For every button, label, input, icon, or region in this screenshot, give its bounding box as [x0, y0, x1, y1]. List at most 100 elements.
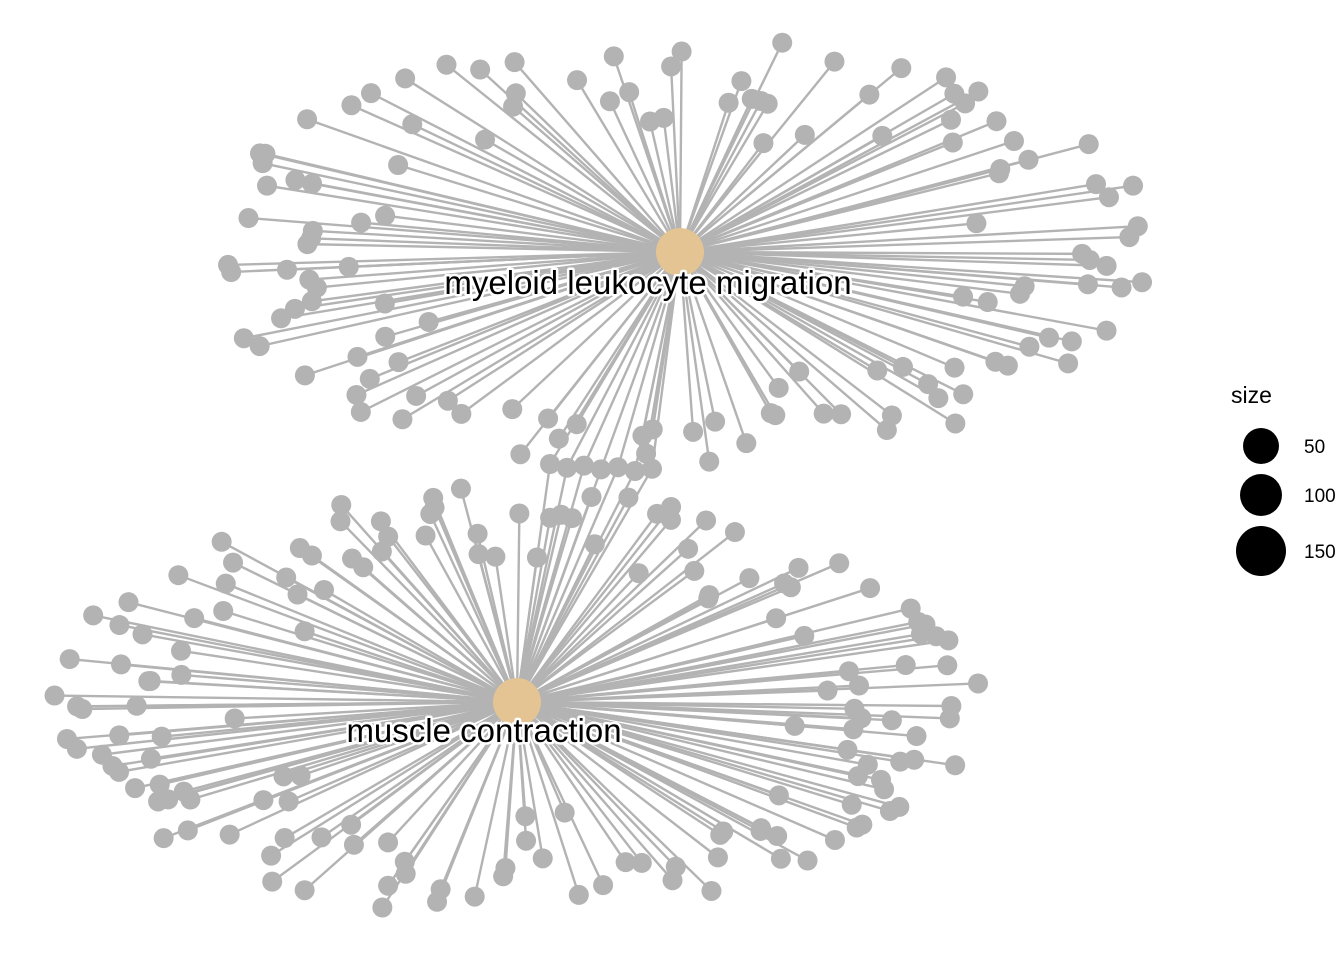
gene-node — [1111, 277, 1132, 298]
gene-node — [350, 401, 371, 422]
gene-edge — [679, 250, 1083, 256]
gene-node — [953, 384, 974, 405]
gene-node — [707, 847, 728, 868]
gene-node — [841, 794, 862, 815]
gene-node — [238, 208, 259, 229]
gene-node — [184, 608, 205, 629]
gene-node — [837, 739, 858, 760]
gene-edge — [679, 250, 1122, 289]
gene-edge — [516, 607, 911, 704]
gene-edge — [679, 141, 954, 254]
gene-node — [770, 848, 791, 869]
gene-node — [1061, 331, 1082, 352]
gene-edge — [679, 251, 825, 415]
gene-edge — [679, 139, 1015, 254]
hub-label-muscle-contraction: muscle contraction — [346, 712, 621, 749]
gene-node — [567, 70, 588, 91]
gene-node — [584, 534, 605, 555]
gene-node — [1019, 336, 1040, 357]
gene-edge — [516, 586, 871, 704]
gene-edge — [679, 92, 955, 254]
gene-node — [678, 538, 699, 559]
gene-node — [890, 751, 911, 772]
gene-edge — [384, 214, 681, 254]
category-node-layer — [493, 228, 704, 726]
gene-node — [372, 897, 393, 918]
gene-edge — [678, 251, 772, 414]
gene-node — [151, 726, 172, 747]
gene-node — [299, 269, 320, 290]
gene-edge — [515, 701, 544, 859]
gene-node — [870, 769, 891, 790]
gene-node — [515, 806, 536, 827]
gene-node — [753, 133, 774, 154]
gene-edge — [460, 251, 681, 415]
gene-node — [881, 405, 902, 426]
gene-edge — [404, 701, 519, 875]
shared-gene-edge — [515, 468, 654, 703]
gene-node — [221, 262, 242, 283]
gene-edge — [679, 133, 806, 253]
gene-node — [1098, 187, 1119, 208]
gene-node — [581, 486, 602, 507]
gene-node — [276, 567, 297, 588]
gene-node — [1018, 149, 1039, 170]
gene-edge — [384, 250, 681, 305]
gene-node — [91, 744, 112, 765]
gene-node — [467, 523, 488, 544]
gene-node — [261, 845, 282, 866]
shared-gene-edge — [515, 468, 603, 703]
gene-node — [671, 41, 692, 62]
gene-node — [109, 761, 130, 782]
gene-node — [287, 584, 308, 605]
gene-node — [132, 624, 153, 645]
gene-node — [125, 778, 146, 799]
gene-node — [402, 114, 423, 135]
shared-gene-node — [557, 457, 577, 478]
gene-node — [780, 577, 801, 598]
gene-edge — [678, 251, 695, 432]
gene-edge — [309, 250, 681, 281]
gene-edge — [679, 250, 1107, 332]
gene-node — [944, 83, 965, 104]
gene-edge — [360, 250, 681, 414]
gene-node — [532, 848, 553, 869]
gene-node — [1058, 353, 1079, 374]
gene-edge — [678, 251, 748, 444]
gene-node — [118, 592, 139, 613]
gene-edge — [516, 700, 901, 763]
gene-edge — [355, 250, 681, 397]
shared-gene-node — [574, 455, 594, 476]
gene-edge — [516, 700, 782, 860]
gene-node — [301, 291, 322, 312]
shared-gene-edge — [515, 470, 637, 703]
gene-node — [351, 212, 372, 233]
gene-edge — [678, 42, 784, 253]
gene-edge — [679, 235, 1130, 254]
gene-edge — [234, 700, 518, 720]
gene-node — [757, 93, 778, 114]
gene-edge — [679, 225, 1138, 254]
gene-edge — [516, 547, 689, 703]
gene-edge — [148, 679, 518, 704]
gene-edge — [167, 700, 518, 801]
gene-edge — [678, 103, 769, 253]
gene-node — [739, 568, 760, 589]
gene-node — [551, 504, 572, 525]
gene-node — [290, 765, 311, 786]
gene-edge — [516, 700, 882, 782]
gene-edge — [516, 586, 792, 704]
gene-node — [504, 52, 525, 73]
gene-node — [177, 820, 198, 841]
gene-node — [628, 563, 649, 584]
gene-node — [464, 886, 485, 907]
gene-node — [302, 173, 323, 194]
gene-node — [968, 673, 989, 694]
gene-node — [879, 801, 900, 822]
gene-edge — [225, 582, 518, 704]
gene-node — [353, 557, 374, 578]
gene-node — [284, 298, 305, 319]
gene-node — [631, 852, 652, 873]
gene-node — [359, 368, 380, 389]
gene-node — [257, 175, 278, 196]
